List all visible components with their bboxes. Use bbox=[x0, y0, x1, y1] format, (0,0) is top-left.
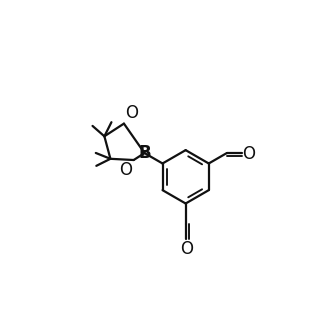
Text: B: B bbox=[138, 144, 151, 162]
Text: O: O bbox=[243, 145, 255, 163]
Text: O: O bbox=[180, 240, 193, 258]
Text: O: O bbox=[119, 161, 132, 179]
Text: O: O bbox=[125, 104, 138, 122]
